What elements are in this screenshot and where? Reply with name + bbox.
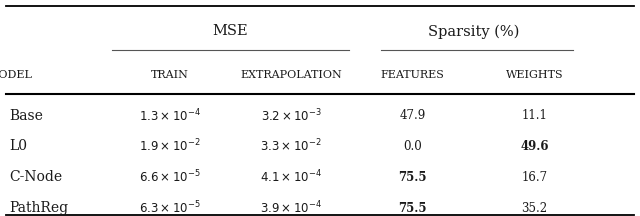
Text: Sparsity (%): Sparsity (%) [428, 24, 519, 38]
Text: $3.3 \times 10^{-2}$: $3.3 \times 10^{-2}$ [260, 138, 322, 155]
Text: $4.1 \times 10^{-4}$: $4.1 \times 10^{-4}$ [260, 169, 322, 186]
Text: Base: Base [10, 109, 44, 122]
Text: 49.6: 49.6 [520, 140, 548, 153]
Text: $1.3 \times 10^{-4}$: $1.3 \times 10^{-4}$ [139, 107, 200, 124]
Text: 0.0: 0.0 [403, 140, 422, 153]
Text: $6.3 \times 10^{-5}$: $6.3 \times 10^{-5}$ [139, 200, 200, 216]
Text: FEATURES: FEATURES [381, 70, 445, 79]
Text: 35.2: 35.2 [522, 202, 547, 215]
Text: MSE: MSE [212, 24, 248, 38]
Text: 11.1: 11.1 [522, 109, 547, 122]
Text: 47.9: 47.9 [399, 109, 426, 122]
Text: WEIGHTS: WEIGHTS [506, 70, 563, 79]
Text: PathReg: PathReg [10, 201, 68, 215]
Text: C-Node: C-Node [10, 170, 63, 184]
Text: EXTRAPOLATION: EXTRAPOLATION [241, 70, 342, 79]
Text: L0: L0 [10, 140, 28, 153]
Text: 75.5: 75.5 [399, 171, 427, 184]
Text: $1.9 \times 10^{-2}$: $1.9 \times 10^{-2}$ [139, 138, 200, 155]
Text: MODEL: MODEL [0, 70, 32, 79]
Text: 16.7: 16.7 [522, 171, 547, 184]
Text: $3.2 \times 10^{-3}$: $3.2 \times 10^{-3}$ [260, 107, 322, 124]
Text: $3.9 \times 10^{-4}$: $3.9 \times 10^{-4}$ [260, 200, 322, 216]
Text: $6.6 \times 10^{-5}$: $6.6 \times 10^{-5}$ [139, 169, 200, 186]
Text: 75.5: 75.5 [399, 202, 427, 215]
Text: TRAIN: TRAIN [150, 70, 189, 79]
